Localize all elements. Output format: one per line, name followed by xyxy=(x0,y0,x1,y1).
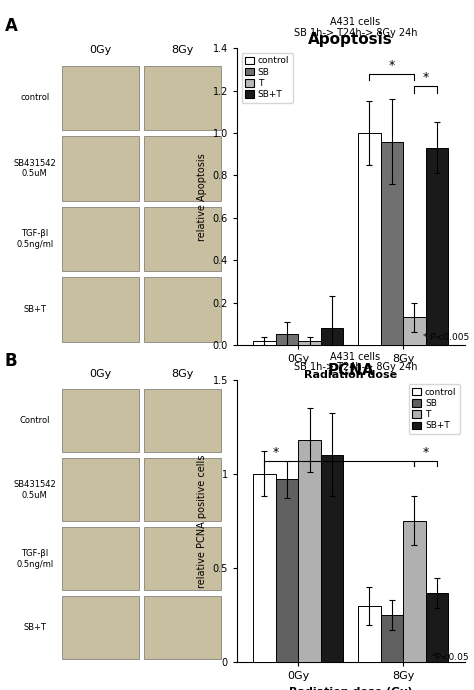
Bar xyxy=(253,474,276,662)
Bar xyxy=(276,480,298,662)
Bar xyxy=(276,335,298,345)
Bar xyxy=(144,389,221,453)
Bar xyxy=(321,455,344,662)
Bar xyxy=(62,596,139,660)
Text: *P<0.05: *P<0.05 xyxy=(432,653,469,662)
Bar xyxy=(298,341,321,345)
Text: 8Gy: 8Gy xyxy=(171,45,193,55)
Text: SB431542
0.5uM: SB431542 0.5uM xyxy=(13,159,56,178)
Bar xyxy=(403,317,426,345)
Bar xyxy=(381,615,403,662)
Text: 0Gy: 0Gy xyxy=(90,45,112,55)
Text: *: * xyxy=(423,71,429,84)
Text: 0Gy: 0Gy xyxy=(90,369,112,379)
Bar xyxy=(144,137,221,201)
Bar xyxy=(298,440,321,662)
Text: A: A xyxy=(5,17,18,35)
Y-axis label: relative Apoptosis: relative Apoptosis xyxy=(197,152,207,241)
Bar xyxy=(358,133,381,345)
Legend: control, SB, T, SB+T: control, SB, T, SB+T xyxy=(242,53,293,103)
Bar xyxy=(144,458,221,522)
Text: Control: Control xyxy=(19,417,50,426)
Bar xyxy=(144,66,221,130)
Text: A431 cells: A431 cells xyxy=(330,17,381,27)
Text: *: * xyxy=(389,59,395,72)
Bar xyxy=(426,148,448,345)
Text: * P<0.005: * P<0.005 xyxy=(423,333,469,342)
Bar xyxy=(381,141,403,345)
Bar xyxy=(426,593,448,662)
Text: SB+T: SB+T xyxy=(23,623,46,633)
Bar xyxy=(144,207,221,271)
Title: PCNA: PCNA xyxy=(328,364,374,378)
Text: B: B xyxy=(5,352,18,370)
Legend: control, SB, T, SB+T: control, SB, T, SB+T xyxy=(409,384,460,434)
Bar xyxy=(144,277,221,342)
Text: TGF-βI
0.5ng/ml: TGF-βI 0.5ng/ml xyxy=(16,229,54,249)
Bar xyxy=(62,207,139,271)
Text: TGF-βI
0.5ng/ml: TGF-βI 0.5ng/ml xyxy=(16,549,54,569)
Y-axis label: relative PCNA positive cells: relative PCNA positive cells xyxy=(197,454,207,588)
Bar xyxy=(403,521,426,662)
Bar xyxy=(62,137,139,201)
Text: SB 1h-> T24h-> 8Gy 24h: SB 1h-> T24h-> 8Gy 24h xyxy=(294,28,417,37)
Bar xyxy=(62,277,139,342)
Bar xyxy=(62,458,139,522)
Text: control: control xyxy=(20,93,49,102)
Text: SB 1h-> T24h-> 8Gy 24h: SB 1h-> T24h-> 8Gy 24h xyxy=(294,362,417,372)
Bar xyxy=(358,606,381,662)
X-axis label: Radiation dose (Gy): Radiation dose (Gy) xyxy=(289,687,412,690)
Text: 8Gy: 8Gy xyxy=(171,369,193,379)
Bar xyxy=(62,389,139,453)
Text: *: * xyxy=(273,446,279,459)
Bar xyxy=(62,527,139,591)
Title: Apoptosis: Apoptosis xyxy=(309,32,393,47)
X-axis label: Radiation dose: Radiation dose xyxy=(304,370,397,380)
Bar xyxy=(144,596,221,660)
Bar xyxy=(144,527,221,591)
Bar xyxy=(253,341,276,345)
Text: *: * xyxy=(423,446,429,459)
Text: A431 cells: A431 cells xyxy=(330,352,381,362)
Bar xyxy=(62,66,139,130)
Text: SB431542
0.5uM: SB431542 0.5uM xyxy=(13,480,56,500)
Bar xyxy=(321,328,344,345)
Text: SB+T: SB+T xyxy=(23,305,46,314)
